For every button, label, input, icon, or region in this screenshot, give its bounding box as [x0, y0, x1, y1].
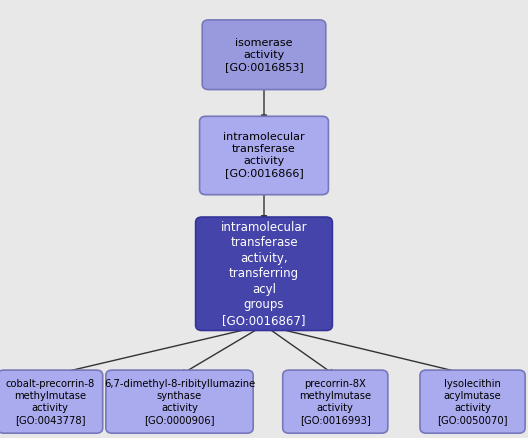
FancyBboxPatch shape — [200, 117, 328, 194]
Text: isomerase
activity
[GO:0016853]: isomerase activity [GO:0016853] — [224, 38, 304, 72]
FancyBboxPatch shape — [0, 370, 102, 433]
Text: lysolecithin
acylmutase
activity
[GO:0050070]: lysolecithin acylmutase activity [GO:005… — [437, 378, 508, 425]
FancyBboxPatch shape — [106, 370, 253, 433]
Text: cobalt-precorrin-8
methylmutase
activity
[GO:0043778]: cobalt-precorrin-8 methylmutase activity… — [5, 378, 95, 425]
FancyBboxPatch shape — [420, 370, 525, 433]
FancyBboxPatch shape — [283, 370, 388, 433]
FancyBboxPatch shape — [202, 20, 326, 90]
Text: intramolecular
transferase
activity,
transferring
acyl
groups
[GO:0016867]: intramolecular transferase activity, tra… — [221, 221, 307, 327]
Text: precorrin-8X
methylmutase
activity
[GO:0016993]: precorrin-8X methylmutase activity [GO:0… — [299, 378, 371, 425]
Text: intramolecular
transferase
activity
[GO:0016866]: intramolecular transferase activity [GO:… — [223, 132, 305, 179]
Text: 6,7-dimethyl-8-ribityllumazine
synthase
activity
[GO:0000906]: 6,7-dimethyl-8-ribityllumazine synthase … — [104, 378, 255, 425]
FancyBboxPatch shape — [195, 217, 333, 331]
